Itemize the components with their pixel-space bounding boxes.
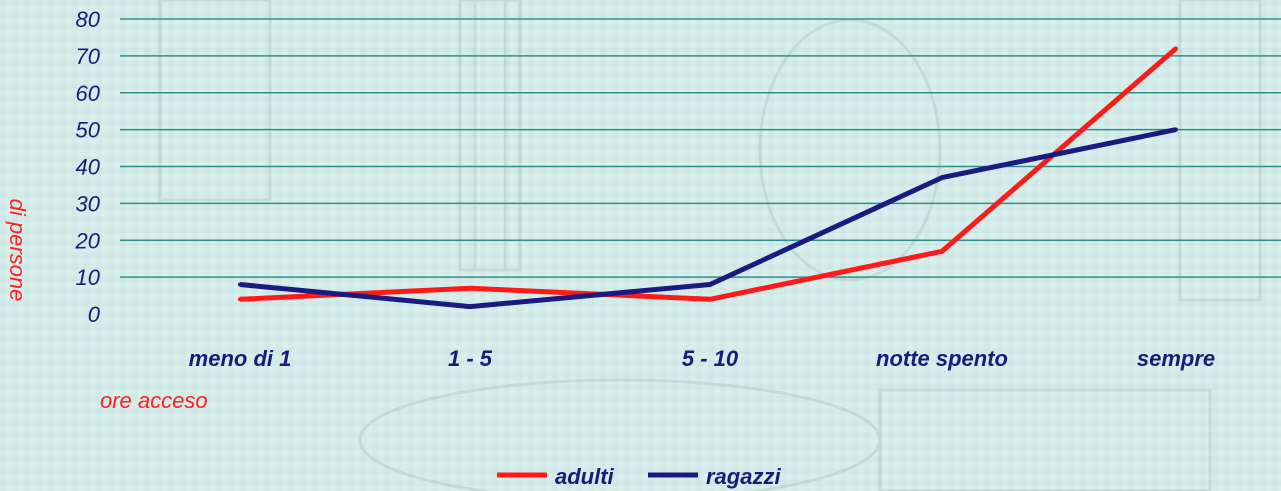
background-sketch xyxy=(158,0,1262,491)
y-tick-label: 80 xyxy=(76,7,101,32)
series-lines xyxy=(238,46,1178,310)
x-tick-label: notte spento xyxy=(876,346,1008,371)
y-tick-label: 40 xyxy=(76,155,101,180)
data-point-ragazzi xyxy=(940,175,944,180)
x-tick-label: 5 - 10 xyxy=(682,346,739,371)
x-tick-labels: meno di 1 1 - 5 5 - 10 notte spento sempre xyxy=(189,346,1215,371)
legend-label: ragazzi xyxy=(706,464,781,489)
x-tick-label: meno di 1 xyxy=(189,346,292,371)
x-tick-label: sempre xyxy=(1137,346,1215,371)
y-tick-label: 30 xyxy=(76,191,101,216)
data-point-ragazzi xyxy=(708,282,712,287)
legend-item-adulti: adulti xyxy=(497,464,615,489)
data-point-ragazzi xyxy=(468,304,472,309)
data-point-adulti xyxy=(708,297,712,302)
data-point-adulti xyxy=(940,249,944,254)
legend: adulti ragazzi xyxy=(497,464,781,489)
y-tick-label: 60 xyxy=(76,81,101,106)
y-tick-label: 0 xyxy=(88,302,101,327)
data-point-adulti xyxy=(468,286,472,291)
x-axis-label: ore acceso xyxy=(100,388,208,413)
y-tick-labels: 0 10 20 30 40 50 60 70 80 xyxy=(75,7,101,327)
y-tick-label: 20 xyxy=(75,228,101,253)
y-tick-label: 50 xyxy=(76,118,101,143)
y-tick-label: 70 xyxy=(76,44,101,69)
y-tick-label: 10 xyxy=(76,265,101,290)
data-point-ragazzi xyxy=(238,282,242,287)
legend-label: adulti xyxy=(555,464,615,489)
x-tick-label: 1 - 5 xyxy=(448,346,493,371)
y-axis-label: di persone xyxy=(5,199,30,302)
data-point-adulti xyxy=(238,297,242,302)
legend-item-ragazzi: ragazzi xyxy=(648,464,781,489)
data-point-ragazzi xyxy=(1174,127,1178,132)
data-point-adulti xyxy=(1174,46,1178,51)
gridlines xyxy=(120,18,1281,278)
